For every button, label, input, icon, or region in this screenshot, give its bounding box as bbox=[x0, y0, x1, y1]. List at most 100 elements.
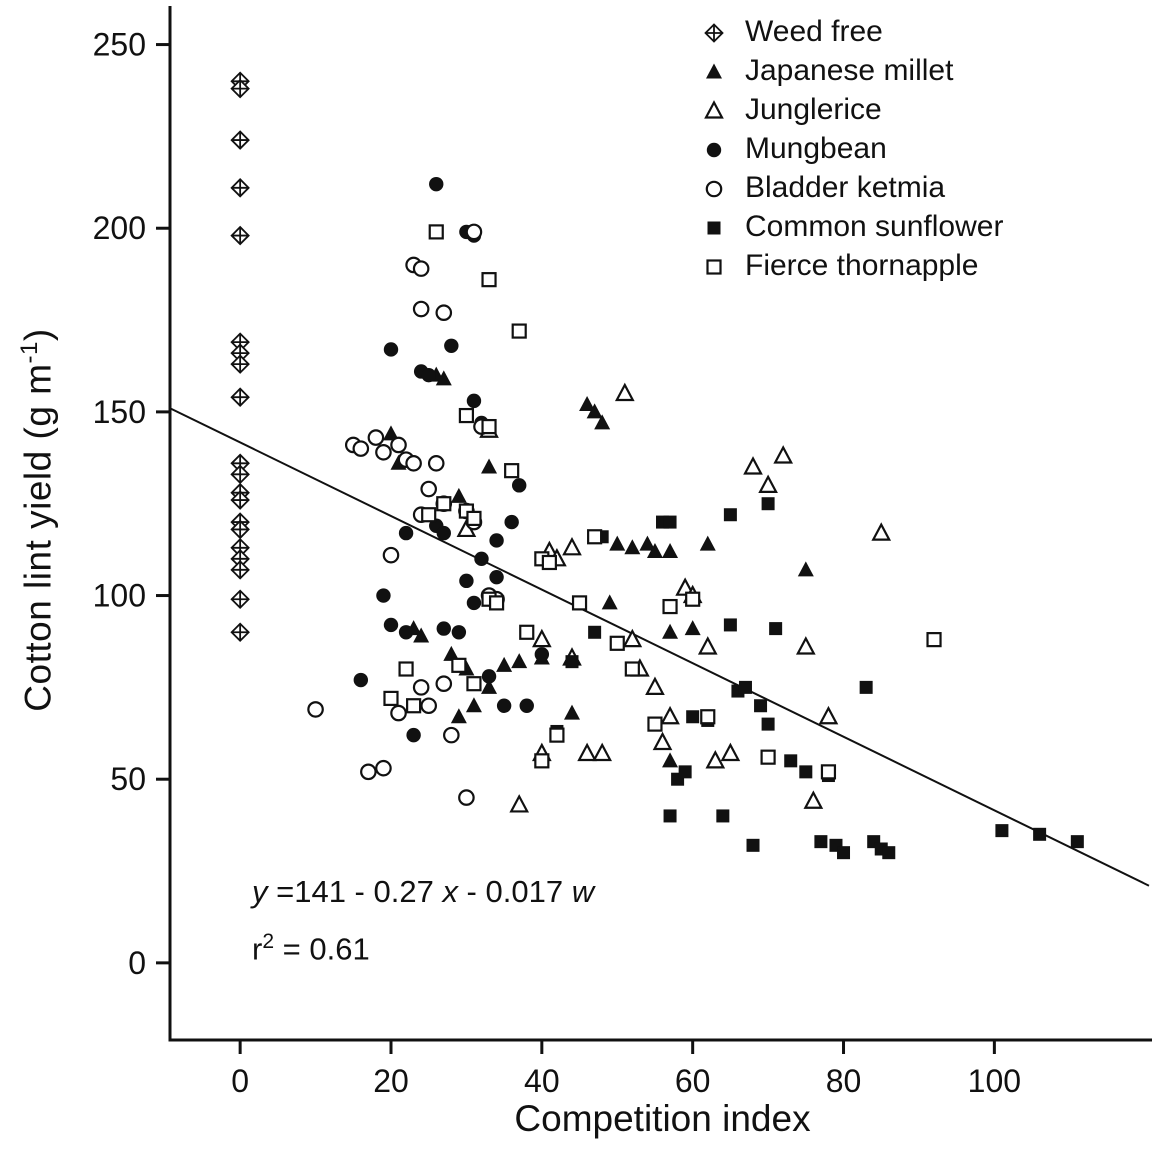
data-point-diamond-plus bbox=[230, 453, 250, 474]
data-point-circle-filled bbox=[459, 573, 474, 589]
data-point-triangle-filled bbox=[797, 561, 814, 577]
x-tick-label: 60 bbox=[675, 1063, 711, 1099]
x-tick-label: 40 bbox=[524, 1063, 560, 1099]
data-point-diamond-plus bbox=[230, 354, 250, 374]
data-point-triangle-open bbox=[660, 705, 680, 725]
data-point-triangle-filled bbox=[564, 704, 581, 720]
data-point-circle-open bbox=[307, 701, 324, 718]
data-point-circle-filled bbox=[504, 514, 519, 530]
data-point-square-open bbox=[685, 591, 701, 607]
data-point-square-filled bbox=[882, 846, 896, 860]
data-point-square-filled bbox=[723, 618, 737, 632]
data-point-triangle-filled bbox=[601, 594, 618, 610]
data-point-square-open bbox=[820, 764, 837, 780]
data-point-square-open bbox=[398, 661, 414, 677]
data-point-triangle-open bbox=[705, 750, 726, 769]
data-point-triangle-open bbox=[773, 445, 794, 464]
legend-item-bladder-ketmia: Bladder ketmia bbox=[700, 168, 1003, 207]
data-point-triangle-filled bbox=[481, 678, 498, 694]
data-point-square-open bbox=[481, 418, 497, 435]
data-point-circle-filled bbox=[474, 551, 489, 567]
data-point-square-open bbox=[466, 676, 482, 692]
data-point-square-open bbox=[706, 258, 722, 275]
data-point-square-open bbox=[519, 624, 535, 640]
data-point-circle-filled bbox=[383, 617, 399, 633]
data-point-square-open bbox=[436, 496, 452, 512]
data-point-square-filled bbox=[738, 680, 752, 694]
junglerice-marker-icon bbox=[704, 99, 724, 119]
data-point-circle-open bbox=[443, 726, 460, 744]
legend-item-common-sunflower: Common sunflower bbox=[700, 207, 1003, 246]
data-point-square-open bbox=[549, 727, 565, 743]
data-point-circle-filled bbox=[466, 595, 482, 611]
data-point-triangle-filled bbox=[443, 645, 460, 661]
data-point-circle-filled bbox=[451, 625, 467, 640]
data-point-triangle-filled bbox=[684, 620, 701, 636]
data-point-triangle-open bbox=[652, 731, 673, 751]
weed-free-marker-icon bbox=[704, 22, 724, 43]
data-point-triangle-filled bbox=[662, 752, 679, 768]
data-point-triangle-open bbox=[622, 628, 643, 648]
data-point-triangle-open bbox=[758, 474, 778, 493]
data-point-circle-filled bbox=[519, 698, 534, 713]
data-point-circle-open bbox=[420, 697, 437, 715]
data-point-triangle-open bbox=[743, 456, 763, 475]
data-point-square-filled bbox=[995, 824, 1009, 838]
data-point-circle-open bbox=[412, 260, 430, 277]
data-point-diamond-plus bbox=[230, 130, 250, 150]
data-point-square-open bbox=[466, 510, 482, 527]
data-point-diamond-plus bbox=[230, 490, 250, 510]
data-point-circle-filled bbox=[398, 525, 414, 541]
data-point-square-filled bbox=[799, 765, 813, 779]
data-point-square-filled bbox=[686, 710, 700, 724]
data-point-circle-open bbox=[435, 304, 453, 322]
data-point-triangle-filled bbox=[586, 403, 603, 419]
data-point-circle-filled bbox=[398, 625, 414, 640]
regression-line bbox=[169, 407, 1150, 887]
data-point-triangle-open bbox=[704, 99, 724, 119]
r2-r: r bbox=[252, 931, 263, 967]
data-point-circle-filled bbox=[706, 142, 722, 157]
data-point-triangle-open bbox=[795, 636, 816, 655]
legend-item-mungbean: Mungbean bbox=[700, 129, 1003, 168]
data-point-circle-open bbox=[412, 300, 430, 318]
data-point-circle-filled bbox=[429, 176, 444, 192]
data-point-square-filled bbox=[565, 655, 579, 669]
data-point-square-open bbox=[571, 595, 588, 611]
r2-rest: = 0.61 bbox=[274, 931, 370, 967]
data-point-circle-filled bbox=[436, 621, 451, 636]
data-point-square-open bbox=[488, 595, 505, 611]
data-point-triangle-filled bbox=[450, 487, 467, 503]
y-tick-label: 250 bbox=[93, 27, 146, 63]
data-point-triangle-filled bbox=[594, 414, 611, 430]
y-axis-title-close: ) bbox=[17, 328, 59, 342]
data-point-square-open bbox=[406, 698, 422, 714]
data-point-square-open bbox=[609, 635, 625, 651]
mungbean-marker-icon bbox=[706, 142, 722, 157]
eq-w: w bbox=[571, 874, 595, 909]
data-point-triangle-open bbox=[871, 522, 892, 541]
data-point-square-filled bbox=[588, 625, 602, 639]
data-point-triangle-open bbox=[697, 636, 718, 655]
data-point-triangle-filled bbox=[609, 535, 626, 551]
data-point-diamond-plus bbox=[230, 589, 250, 609]
data-point-diamond-plus bbox=[230, 622, 250, 643]
data-point-circle-filled bbox=[406, 727, 421, 743]
data-point-square-filled bbox=[859, 680, 873, 694]
data-point-circle-open bbox=[405, 455, 422, 472]
data-point-square-open bbox=[700, 709, 716, 725]
data-point-circle-open bbox=[375, 443, 392, 461]
data-point-square-filled bbox=[769, 622, 783, 636]
data-point-circle-filled bbox=[481, 669, 497, 684]
data-point-square-filled bbox=[716, 809, 730, 823]
data-point-square-filled bbox=[663, 515, 677, 529]
data-point-diamond-plus bbox=[230, 387, 250, 407]
data-point-triangle-filled bbox=[435, 370, 452, 386]
data-point-circle-open bbox=[420, 480, 437, 498]
fierce-thornapple-marker-icon bbox=[706, 258, 722, 275]
data-point-square-open bbox=[451, 657, 467, 673]
data-point-circle-open bbox=[390, 436, 407, 454]
legend-label: Fierce thornapple bbox=[745, 248, 979, 282]
eq-x: x bbox=[442, 874, 458, 909]
data-point-square-open bbox=[587, 529, 603, 545]
